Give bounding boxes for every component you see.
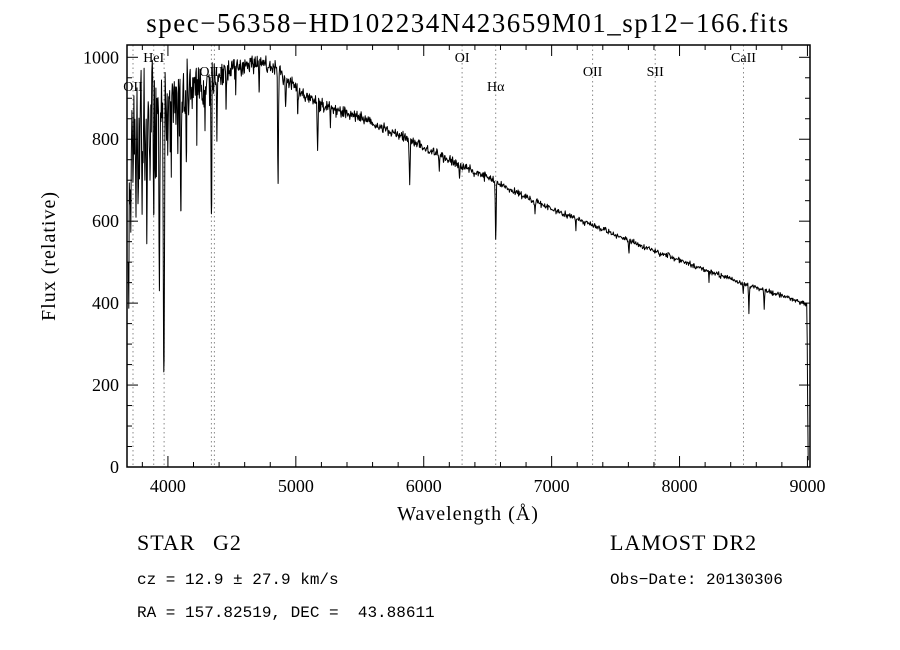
object-class-text: STAR (137, 530, 195, 555)
spectral-line-label: OII (123, 80, 143, 95)
ra-dec-text: RA = 157.82519, DEC = 43.88611 (137, 604, 435, 622)
x-tick-label: 8000 (662, 476, 698, 496)
x-tick-label: 7000 (534, 476, 570, 496)
y-axis-label: Flux (relative) (38, 191, 60, 321)
spectral-line-markers (132, 45, 744, 467)
y-tick-label: 1000 (83, 47, 119, 67)
obs-date-text: Obs−Date: 20130306 (610, 571, 783, 589)
x-tick-label: 9000 (789, 476, 825, 496)
spectral-line-label: OIII (199, 65, 223, 80)
plot-title: spec−56358−HD102234N423659M01_sp12−166.f… (146, 8, 789, 38)
y-tick-label: 400 (92, 293, 119, 313)
spectral-line-label: OII (583, 65, 603, 80)
spectrum-trace-group (127, 55, 809, 461)
plot-frame (126, 44, 811, 468)
axis-tick-labels: 4000 5000 6000 7000 8000 9000 0 200 400 600 800 100… (83, 47, 825, 496)
y-tick-label: 600 (92, 211, 119, 231)
cz-text: cz = 12.9 ± 27.9 km/s (137, 571, 339, 589)
spectrum-trace (127, 55, 809, 461)
x-tick-label: 4000 (150, 476, 186, 496)
y-tick-label: 0 (110, 457, 119, 477)
spectral-line-label: SII (647, 65, 664, 80)
x-tick-label: 6000 (406, 476, 442, 496)
spectral-line-label: CaII (731, 51, 756, 66)
survey-text: LAMOST DR2 (610, 530, 757, 555)
spectral-line-label: HeI (143, 51, 164, 66)
axis-ticks (127, 45, 810, 468)
spectral-line-label: Hα (487, 80, 505, 95)
x-tick-label: 5000 (278, 476, 314, 496)
spectral-line-label: OI (455, 51, 470, 66)
object-subclass-text: G2 (213, 530, 242, 555)
y-tick-label: 800 (92, 129, 119, 149)
y-tick-label: 200 (92, 375, 119, 395)
x-axis-label: Wavelength (Å) (397, 503, 539, 525)
